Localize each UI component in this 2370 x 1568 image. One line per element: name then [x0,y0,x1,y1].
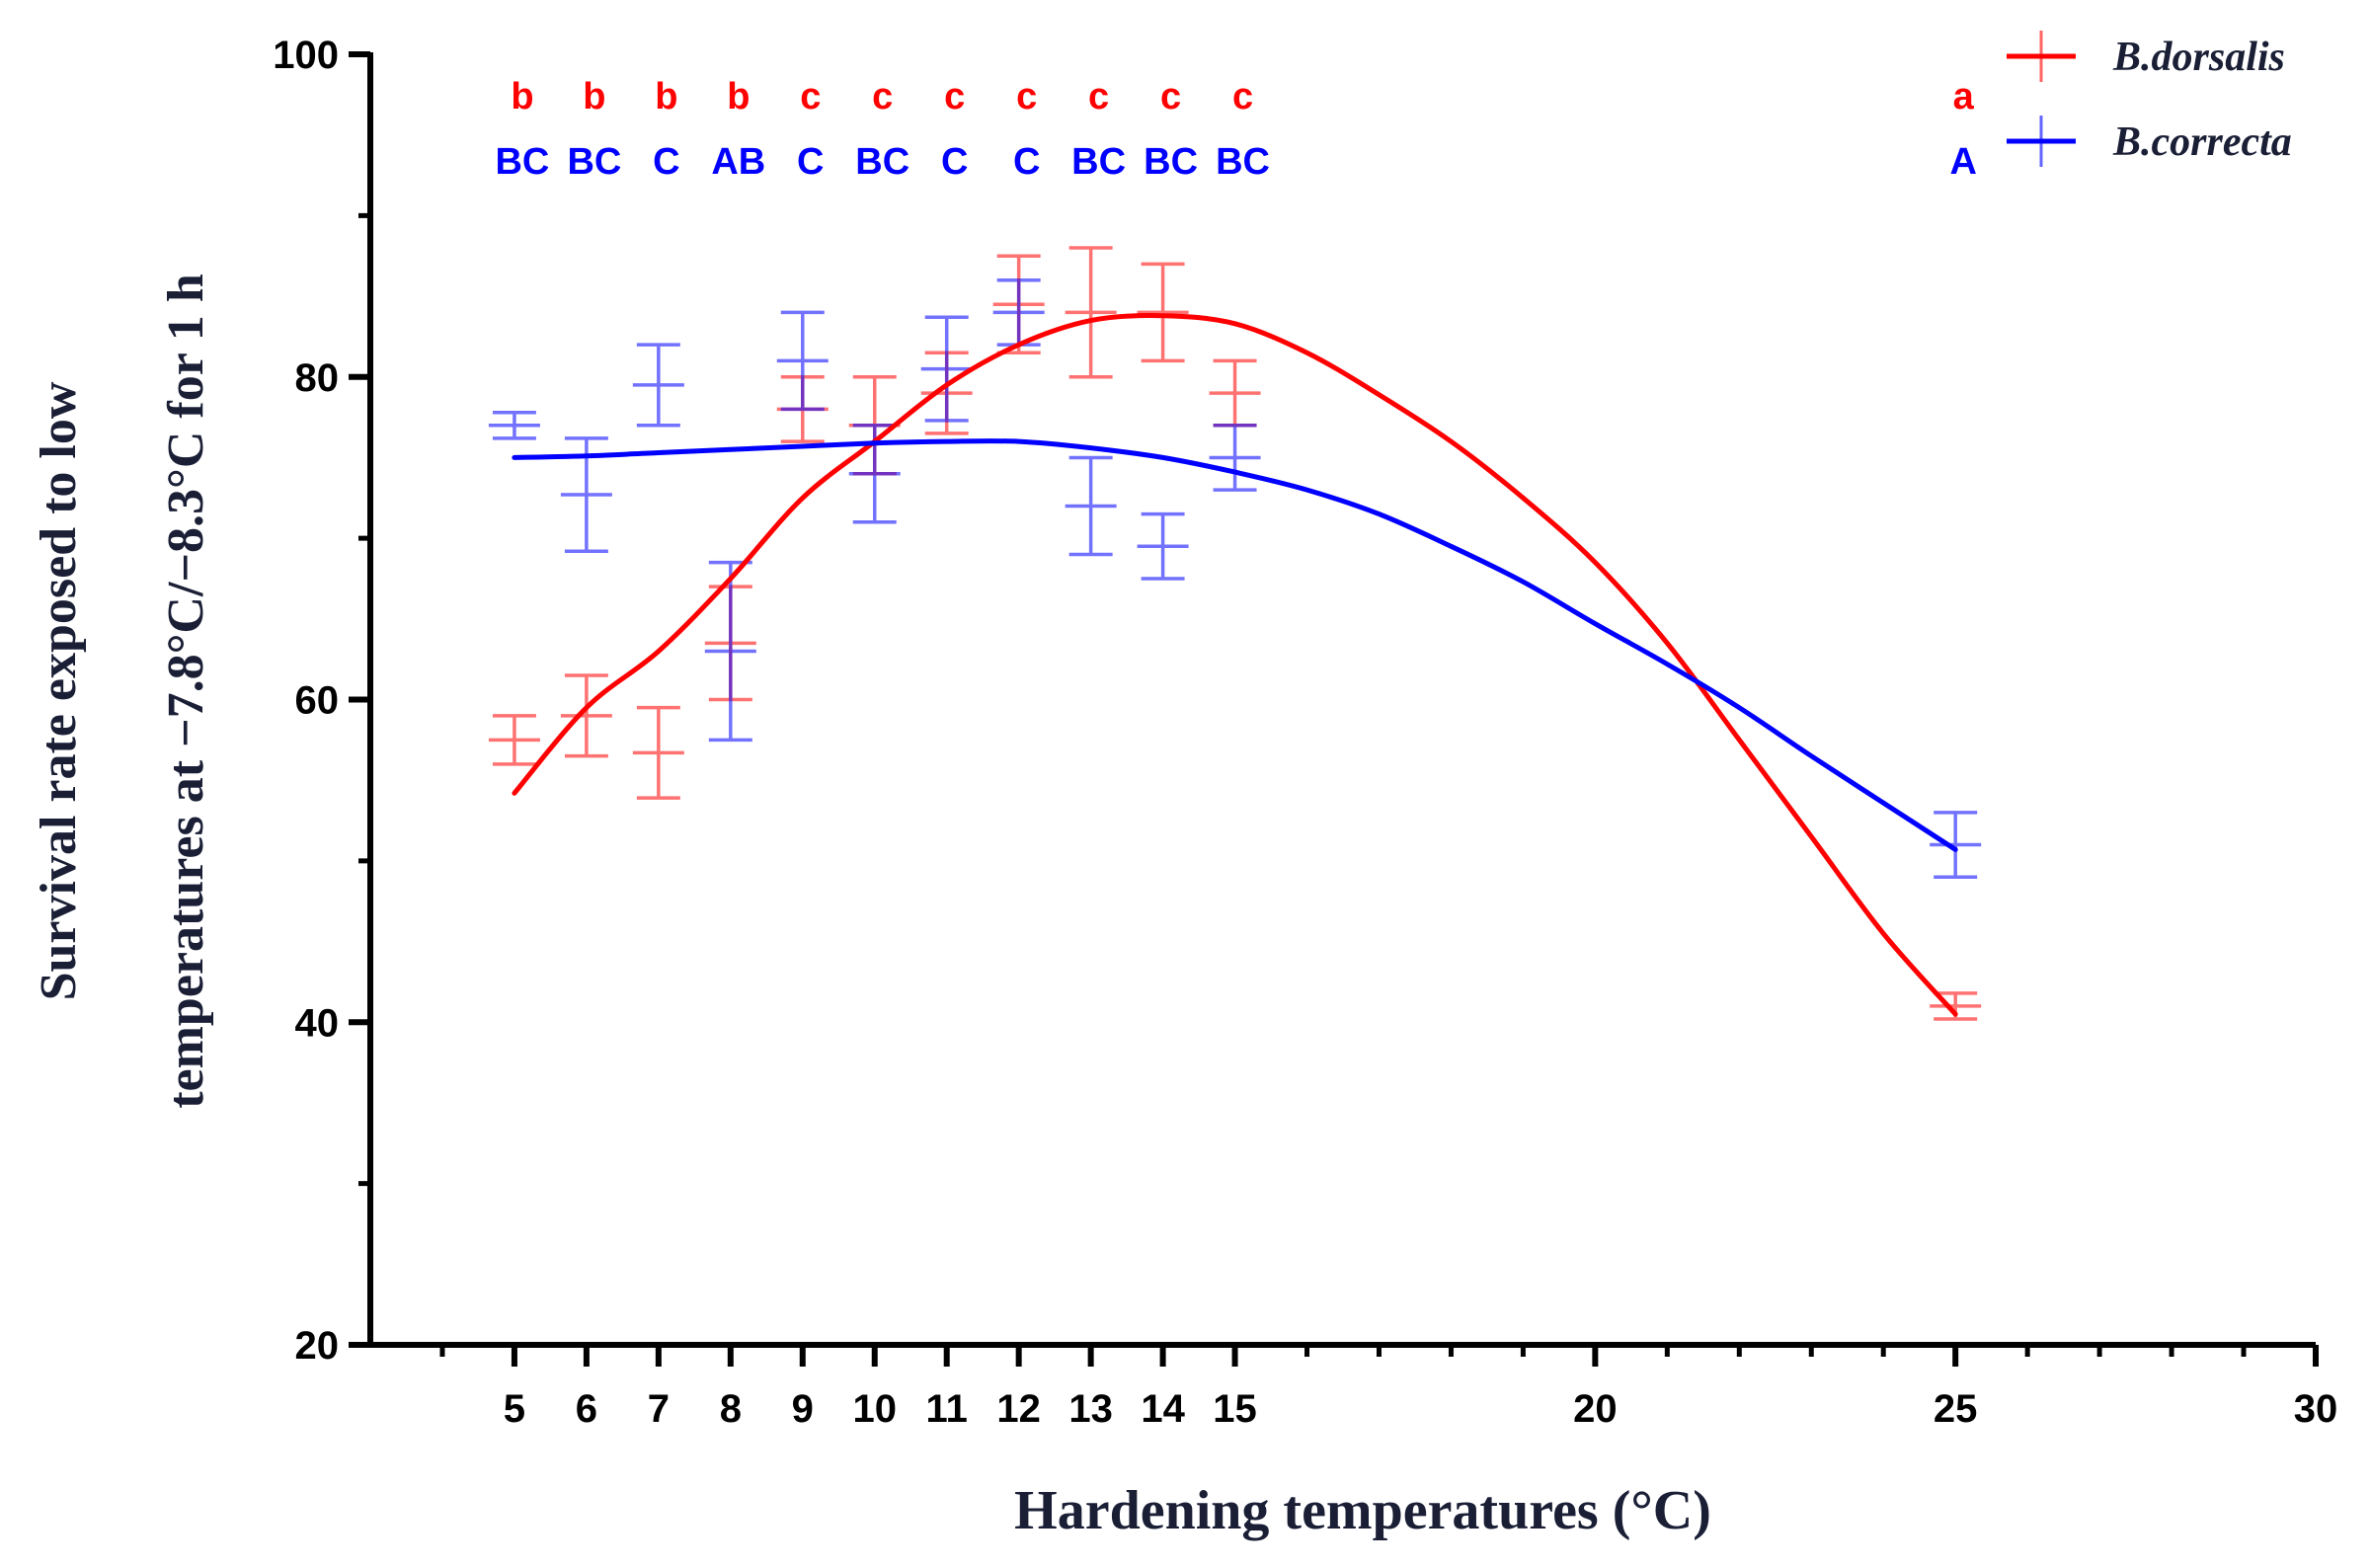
x-tick-label: 11 [926,1387,968,1431]
significance-label-correcta: C [653,141,679,183]
significance-labels-layer: b b b b c c c c c c c a BC BC C AB C BC C C BC BC BC A [495,76,1976,183]
fit-curve-dorsalis [512,313,1958,1017]
errorbar-correcta [1065,455,1117,557]
errorbar-correcta [488,410,540,440]
significance-label-correcta: BC [855,141,909,183]
significance-label-dorsalis: b [511,76,533,118]
x-tick-label: 12 [996,1387,1041,1431]
significance-label-dorsalis: c [1016,76,1037,118]
y-axis-title-line1: Survival rate exposed to low [31,381,87,1000]
x-tick-label: 20 [1573,1387,1618,1431]
x-axis-title: Hardening temperatures (°C) [1014,1480,1711,1541]
y-tick-label: 40 [295,1001,340,1045]
errorbar-correcta [1137,511,1189,581]
x-tick-label: 13 [1068,1387,1113,1431]
fit-curves-layer [512,313,1958,1017]
significance-label-dorsalis: a [1953,76,1975,118]
errorbar-correcta [704,560,756,743]
errorbar-correcta [632,343,684,428]
significance-label-dorsalis: c [1232,76,1253,118]
x-tick-label: 25 [1934,1387,1978,1431]
x-tick-label: 10 [852,1387,897,1431]
significance-label-correcta: BC [1071,141,1126,183]
errorbar-dorsalis [1209,358,1261,428]
significance-label-dorsalis: c [1088,76,1109,118]
x-tick-label: 30 [2294,1387,2338,1431]
errorbar-dorsalis [488,714,540,766]
y-tick-label: 80 [295,356,340,400]
y-axis-title-line2: temperatures at −7.8°C/−8.3°C for 1 h [158,274,214,1109]
y-tick-label: 100 [273,34,339,77]
y-tick-label: 60 [295,679,340,723]
errorbar-correcta [1930,811,1982,879]
significance-label-correcta: BC [567,141,621,183]
significance-label-correcta: C [941,141,968,183]
significance-label-dorsalis: b [727,76,750,118]
significance-label-correcta: BC [495,141,549,183]
legend: B.dorsalis B.correcta [2007,31,2292,167]
significance-label-correcta: AB [711,141,765,183]
x-tick-label: 14 [1141,1387,1185,1431]
x-tick-label: 8 [720,1387,742,1431]
legend-item-dorsalis: B.dorsalis [2007,31,2285,82]
errorbar-correcta [1209,424,1261,492]
x-tick-label: 5 [504,1387,525,1431]
x-tick-label: 7 [648,1387,670,1431]
y-tick-label: 20 [295,1324,340,1368]
errorbar-dorsalis [632,705,684,800]
errorbar-dorsalis [560,673,612,758]
x-tick-label: 15 [1213,1387,1257,1431]
significance-label-dorsalis: c [944,76,965,118]
legend-label-correcta: B.correcta [2112,119,2292,165]
significance-label-dorsalis: c [872,76,893,118]
axes-layer: 20 40 60 80 100 5 6 7 8 9 10 11 12 13 14 15 20 25 30 [273,34,2337,1431]
significance-label-dorsalis: b [583,76,605,118]
significance-label-correcta: BC [1144,141,1198,183]
errorbar-correcta [920,315,973,423]
significance-label-correcta: BC [1216,141,1270,183]
fit-curve-correcta [512,438,1958,852]
errorbar-dorsalis [1137,262,1189,363]
legend-label-dorsalis: B.dorsalis [2112,35,2285,80]
significance-label-correcta: A [1949,141,1976,183]
x-tick-label: 9 [792,1387,814,1431]
legend-item-correcta: B.correcta [2007,116,2292,167]
significance-label-dorsalis: c [1160,76,1181,118]
significance-label-correcta: C [1013,141,1040,183]
significance-label-correcta: C [797,141,824,183]
x-tick-label: 6 [576,1387,597,1431]
errorbar-correcta [776,310,829,412]
errorbar-dorsalis [1065,246,1117,379]
significance-label-dorsalis: b [655,76,677,118]
error-bars-layer [488,246,1982,1021]
significance-label-dorsalis: c [800,76,821,118]
